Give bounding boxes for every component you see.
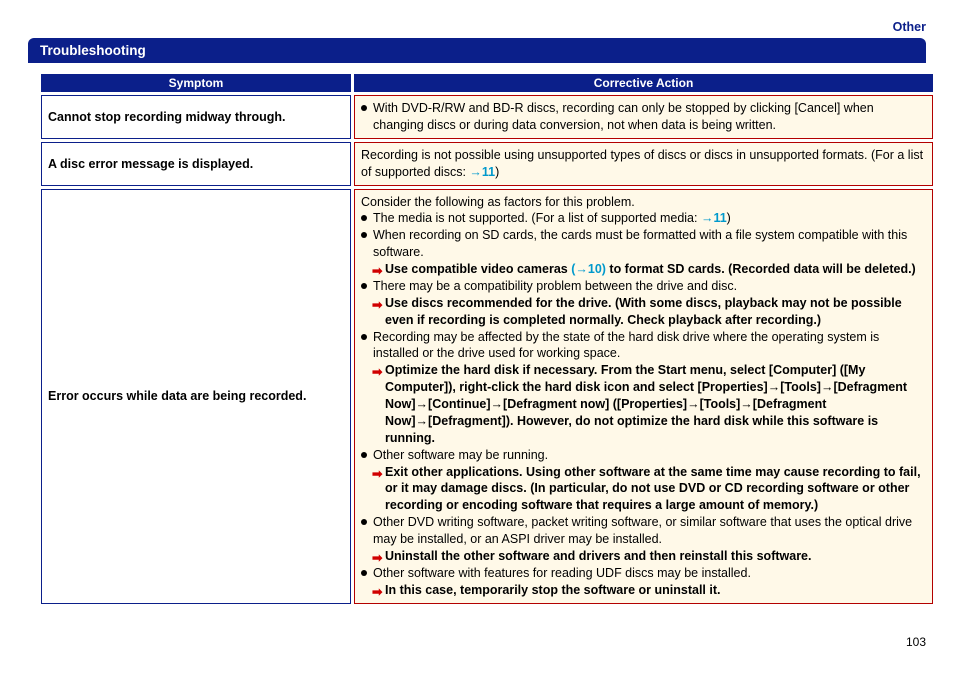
action-text: Recording is not possible using unsuppor…: [361, 147, 926, 181]
col-header-action: Corrective Action: [354, 74, 933, 92]
bullet-item: When recording on SD cards, the cards mu…: [361, 227, 926, 261]
arrow-item: ➡Exit other applications. Using other so…: [361, 464, 926, 515]
table-row: A disc error message is displayed. Record…: [41, 142, 933, 186]
arrow-item: ➡Uninstall the other software and driver…: [361, 548, 926, 565]
table-row: Error occurs while data are being record…: [41, 189, 933, 604]
arrow-icon: ➡: [372, 364, 382, 381]
page-ref-link[interactable]: →11: [701, 211, 727, 225]
action-cell: Recording is not possible using unsuppor…: [354, 142, 933, 186]
category-label: Other: [28, 20, 926, 34]
arrow-item: ➡Optimize the hard disk if necessary. Fr…: [361, 362, 926, 446]
arrow-icon: ➡: [372, 297, 382, 314]
table-body: Cannot stop recording midway through. Wit…: [41, 95, 933, 604]
bullet-item: The media is not supported. (For a list …: [361, 210, 926, 227]
table-row: Cannot stop recording midway through. Wit…: [41, 95, 933, 139]
arrow-icon: ➡: [372, 584, 382, 601]
bullet-item: Other software may be running.: [361, 447, 926, 464]
page-number: 103: [28, 635, 926, 649]
arrow-item: ➡Use compatible video cameras (→10) to f…: [361, 261, 926, 278]
troubleshooting-table: Symptom Corrective Action Cannot stop re…: [38, 71, 936, 607]
page-ref-link[interactable]: →11: [469, 165, 495, 179]
section-title-bar: Troubleshooting: [28, 38, 926, 63]
symptom-cell: Error occurs while data are being record…: [41, 189, 351, 604]
action-cell: With DVD-R/RW and BD-R discs, recording …: [354, 95, 933, 139]
bullet-item: Recording may be affected by the state o…: [361, 329, 926, 363]
symptom-cell: Cannot stop recording midway through.: [41, 95, 351, 139]
bullet-item: Other software with features for reading…: [361, 565, 926, 582]
page-ref-link[interactable]: (→10): [571, 262, 606, 276]
symptom-cell: A disc error message is displayed.: [41, 142, 351, 186]
bullet-item: There may be a compatibility problem bet…: [361, 278, 926, 295]
action-cell: Consider the following as factors for th…: [354, 189, 933, 604]
bullet-item: Other DVD writing software, packet writi…: [361, 514, 926, 548]
intro-text: Consider the following as factors for th…: [361, 194, 926, 211]
arrow-item: ➡In this case, temporarily stop the soft…: [361, 582, 926, 599]
bullet-item: With DVD-R/RW and BD-R discs, recording …: [361, 100, 926, 134]
arrow-icon: ➡: [372, 466, 382, 483]
arrow-item: ➡Use discs recommended for the drive. (W…: [361, 295, 926, 329]
col-header-symptom: Symptom: [41, 74, 351, 92]
